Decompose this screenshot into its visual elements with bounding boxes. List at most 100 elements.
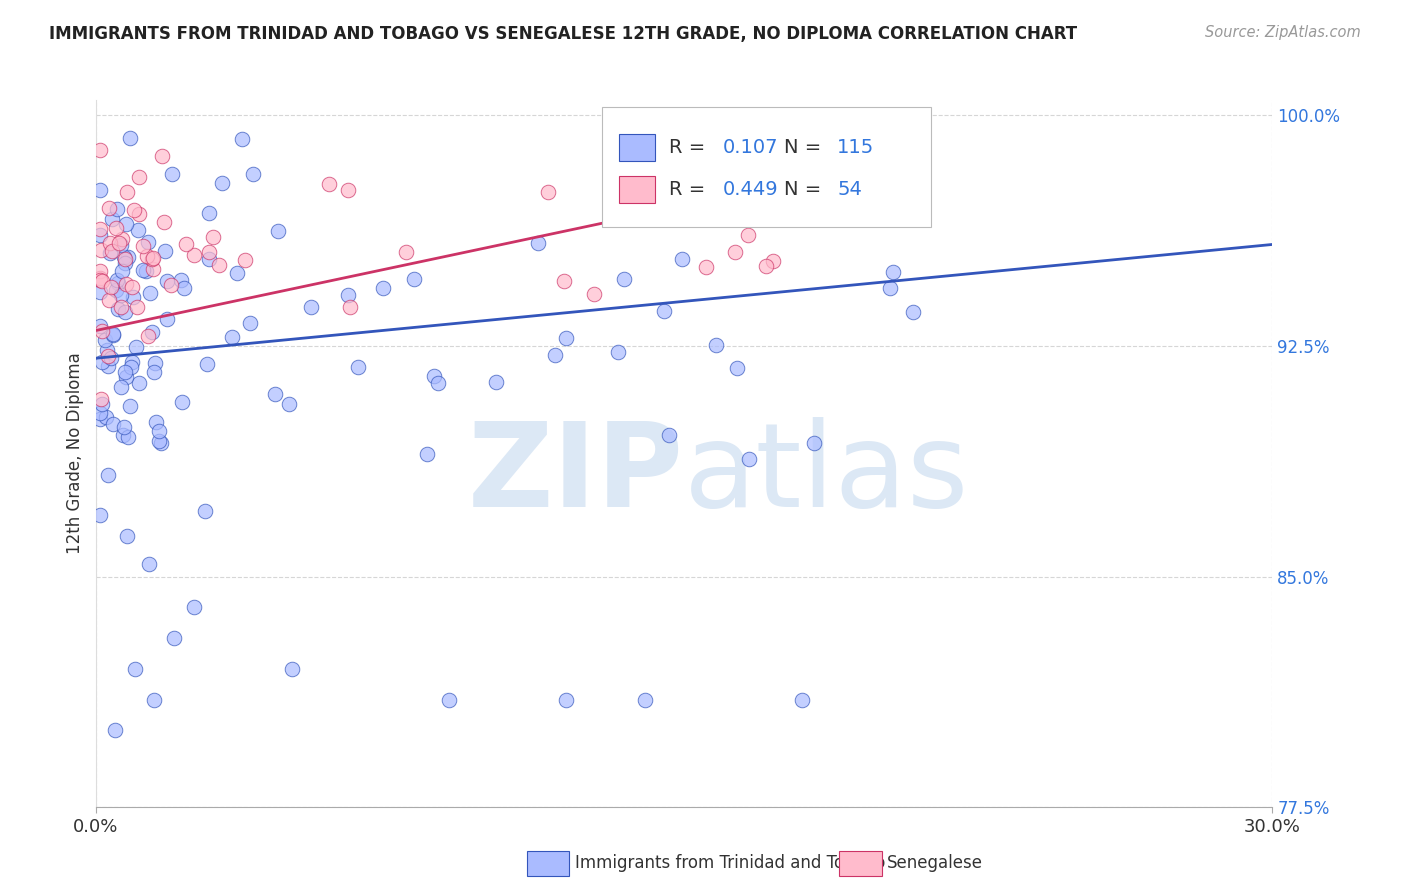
- Point: [652, 303, 675, 318]
- Point: [98, 201, 121, 215]
- Point: [266, 224, 288, 238]
- Point: [117, 250, 139, 264]
- Point: [114, 217, 136, 231]
- Point: [107, 276, 129, 290]
- Point: [90, 392, 112, 406]
- Point: [100, 244, 122, 259]
- Point: [136, 249, 159, 263]
- Point: [170, 273, 193, 287]
- Point: [153, 215, 176, 229]
- Point: [89, 406, 111, 420]
- Point: [339, 300, 361, 314]
- Point: [103, 417, 125, 431]
- Point: [416, 447, 439, 461]
- Text: R =: R =: [669, 137, 711, 157]
- Point: [112, 250, 135, 264]
- Point: [225, 266, 247, 280]
- FancyBboxPatch shape: [602, 107, 931, 227]
- Point: [132, 239, 155, 253]
- Point: [336, 183, 359, 197]
- Point: [89, 318, 111, 333]
- Point: [543, 348, 565, 362]
- Point: [89, 273, 111, 287]
- Y-axis label: 12th Grade, No Diploma: 12th Grade, No Diploma: [66, 352, 84, 555]
- Point: [790, 692, 813, 706]
- Point: [114, 256, 136, 270]
- Text: R =: R =: [669, 180, 711, 199]
- Point: [89, 143, 111, 157]
- Point: [89, 508, 111, 523]
- Point: [733, 145, 755, 160]
- Text: Immigrants from Trinidad and Tobago: Immigrants from Trinidad and Tobago: [575, 855, 886, 872]
- Point: [879, 281, 901, 295]
- Point: [105, 283, 128, 297]
- Point: [124, 340, 146, 354]
- Point: [97, 359, 120, 373]
- Point: [153, 244, 176, 258]
- Point: [423, 368, 446, 383]
- Text: atlas: atlas: [685, 417, 969, 533]
- Point: [264, 387, 287, 401]
- Point: [114, 305, 136, 319]
- Point: [94, 333, 117, 347]
- Point: [555, 692, 578, 706]
- Point: [172, 394, 194, 409]
- Point: [98, 245, 121, 260]
- Point: [135, 264, 157, 278]
- Point: [115, 185, 138, 199]
- Point: [138, 329, 160, 343]
- Text: 0.449: 0.449: [723, 180, 779, 199]
- Point: [195, 357, 218, 371]
- Point: [110, 300, 132, 314]
- Point: [211, 176, 233, 190]
- Point: [148, 424, 170, 438]
- Point: [231, 132, 253, 146]
- Point: [97, 349, 120, 363]
- Point: [194, 503, 217, 517]
- Point: [91, 355, 114, 369]
- Point: [121, 279, 143, 293]
- Point: [738, 451, 761, 466]
- Point: [110, 238, 132, 252]
- Point: [101, 327, 124, 342]
- Point: [197, 252, 219, 267]
- Point: [737, 227, 759, 242]
- Point: [128, 207, 150, 221]
- Point: [128, 169, 150, 184]
- Point: [148, 434, 170, 449]
- Point: [221, 329, 243, 343]
- Point: [555, 331, 578, 345]
- Point: [112, 420, 135, 434]
- Point: [156, 275, 179, 289]
- Point: [90, 244, 112, 258]
- Point: [115, 370, 138, 384]
- Point: [128, 376, 150, 391]
- Bar: [619, 134, 655, 161]
- Point: [197, 205, 219, 219]
- Point: [143, 692, 166, 706]
- Point: [163, 631, 186, 645]
- Point: [202, 230, 225, 244]
- Point: [114, 252, 136, 266]
- Point: [527, 235, 550, 250]
- Point: [695, 260, 717, 274]
- Point: [89, 412, 111, 426]
- Point: [122, 289, 145, 303]
- Point: [724, 244, 747, 259]
- Point: [318, 177, 340, 191]
- Point: [142, 262, 165, 277]
- Point: [111, 427, 134, 442]
- Text: N =: N =: [785, 180, 828, 199]
- Point: [96, 343, 118, 357]
- Text: Source: ZipAtlas.com: Source: ZipAtlas.com: [1205, 25, 1361, 40]
- Point: [704, 338, 727, 352]
- Point: [89, 264, 111, 278]
- Point: [346, 359, 368, 374]
- Point: [183, 600, 205, 615]
- Point: [110, 380, 132, 394]
- Point: [100, 212, 122, 227]
- Point: [803, 436, 825, 450]
- Point: [97, 293, 120, 307]
- Point: [301, 300, 323, 314]
- Point: [89, 228, 111, 243]
